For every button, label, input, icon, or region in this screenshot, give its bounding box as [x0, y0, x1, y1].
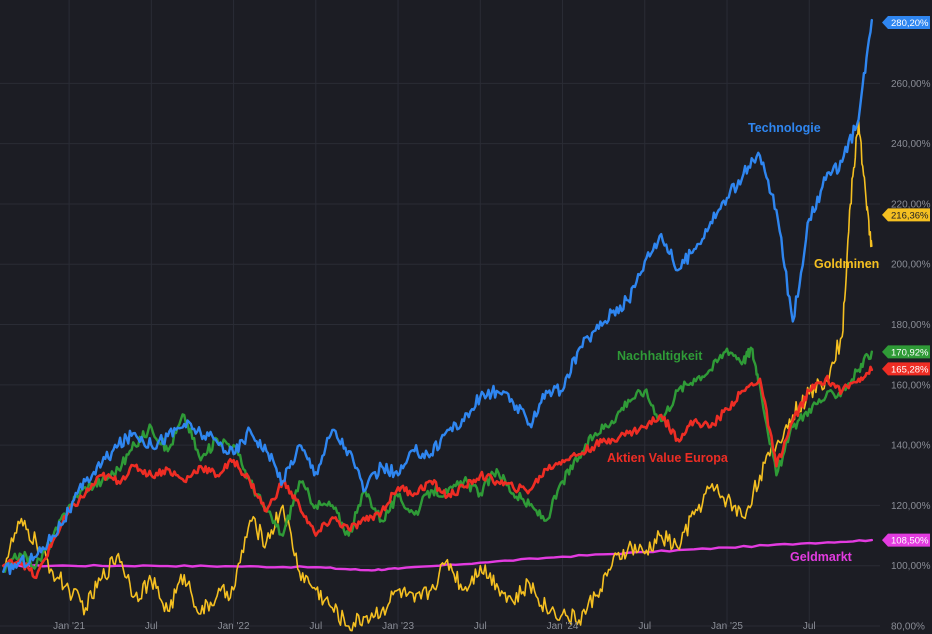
- badge-shape: [882, 345, 930, 359]
- grid-lines: [0, 0, 880, 627]
- x-tick-label: Jul: [145, 621, 158, 632]
- y-tick-label: 180,00%: [891, 320, 931, 331]
- series-label-geldmarkt: Geldmarkt: [790, 550, 853, 564]
- x-tick-label: Jul: [638, 621, 651, 632]
- value-badge-geldmarkt: 108,50%: [882, 533, 930, 547]
- series-label-goldminen: Goldminen: [814, 257, 879, 271]
- x-tick-label: Jan '23: [382, 621, 414, 632]
- value-badge-aktien-value-europa: 165,28%: [882, 362, 930, 376]
- x-tick-label: Jan '22: [218, 621, 250, 632]
- x-axis: Jan '21 Jul Jan '22 Jul Jan '23 Jul Jan '24 Jul…: [53, 621, 816, 632]
- badge-shape: [882, 208, 930, 222]
- value-badge-nachhaltigkeit: 170,92%: [882, 345, 930, 359]
- x-tick-label: Jan '24: [547, 621, 579, 632]
- badge-shape: [882, 533, 930, 547]
- y-tick-label: 160,00%: [891, 380, 931, 391]
- value-badges: 280,20% 216,36% 170,92% 165,28% 108,50%: [882, 15, 930, 547]
- y-tick-label: 260,00%: [891, 79, 931, 90]
- series-lines: [1, 18, 874, 632]
- x-tick-label: Jan '21: [53, 621, 85, 632]
- x-tick-label: Jul: [474, 621, 487, 632]
- series-label-technologie: Technologie: [748, 121, 821, 135]
- badge-value: 108,50%: [891, 535, 929, 546]
- series-line-nachhaltigkeit: [2, 346, 873, 573]
- badge-value: 216,36%: [891, 210, 929, 221]
- y-tick-label: 140,00%: [891, 441, 931, 452]
- series-line-technologie: [2, 18, 873, 576]
- value-badge-technologie: 280,20%: [882, 15, 930, 29]
- badge-value: 165,28%: [891, 364, 929, 375]
- series-label-nachhaltigkeit: Nachhaltigkeit: [617, 349, 703, 363]
- badge-value: 170,92%: [891, 347, 929, 358]
- x-tick-label: Jul: [803, 621, 816, 632]
- series-line-aktien-value-europa: [1, 365, 874, 580]
- series-line-goldminen: [2, 118, 873, 632]
- y-tick-label: 120,00%: [891, 501, 931, 512]
- y-axis: 80,00% 100,00% 120,00% 140,00% 160,00% 180,00…: [891, 79, 931, 633]
- badge-shape: [882, 362, 930, 376]
- x-tick-label: Jul: [309, 621, 322, 632]
- x-tick-label: Jan '25: [711, 621, 743, 632]
- y-tick-label: 200,00%: [891, 260, 931, 271]
- series-line-geldmarkt: [2, 538, 873, 572]
- badge-value: 280,20%: [891, 18, 929, 29]
- y-tick-label: 240,00%: [891, 139, 931, 150]
- y-tick-label: 80,00%: [891, 622, 925, 633]
- series-labels: Technologie Goldminen Nachhaltigkeit Aktien…: [607, 121, 879, 564]
- y-tick-label: 220,00%: [891, 199, 931, 210]
- badge-shape: [882, 15, 930, 29]
- series-label-aktien-value-europa: Aktien Value Europa: [607, 451, 729, 465]
- value-badge-goldminen: 216,36%: [882, 208, 930, 222]
- y-tick-label: 100,00%: [891, 561, 931, 572]
